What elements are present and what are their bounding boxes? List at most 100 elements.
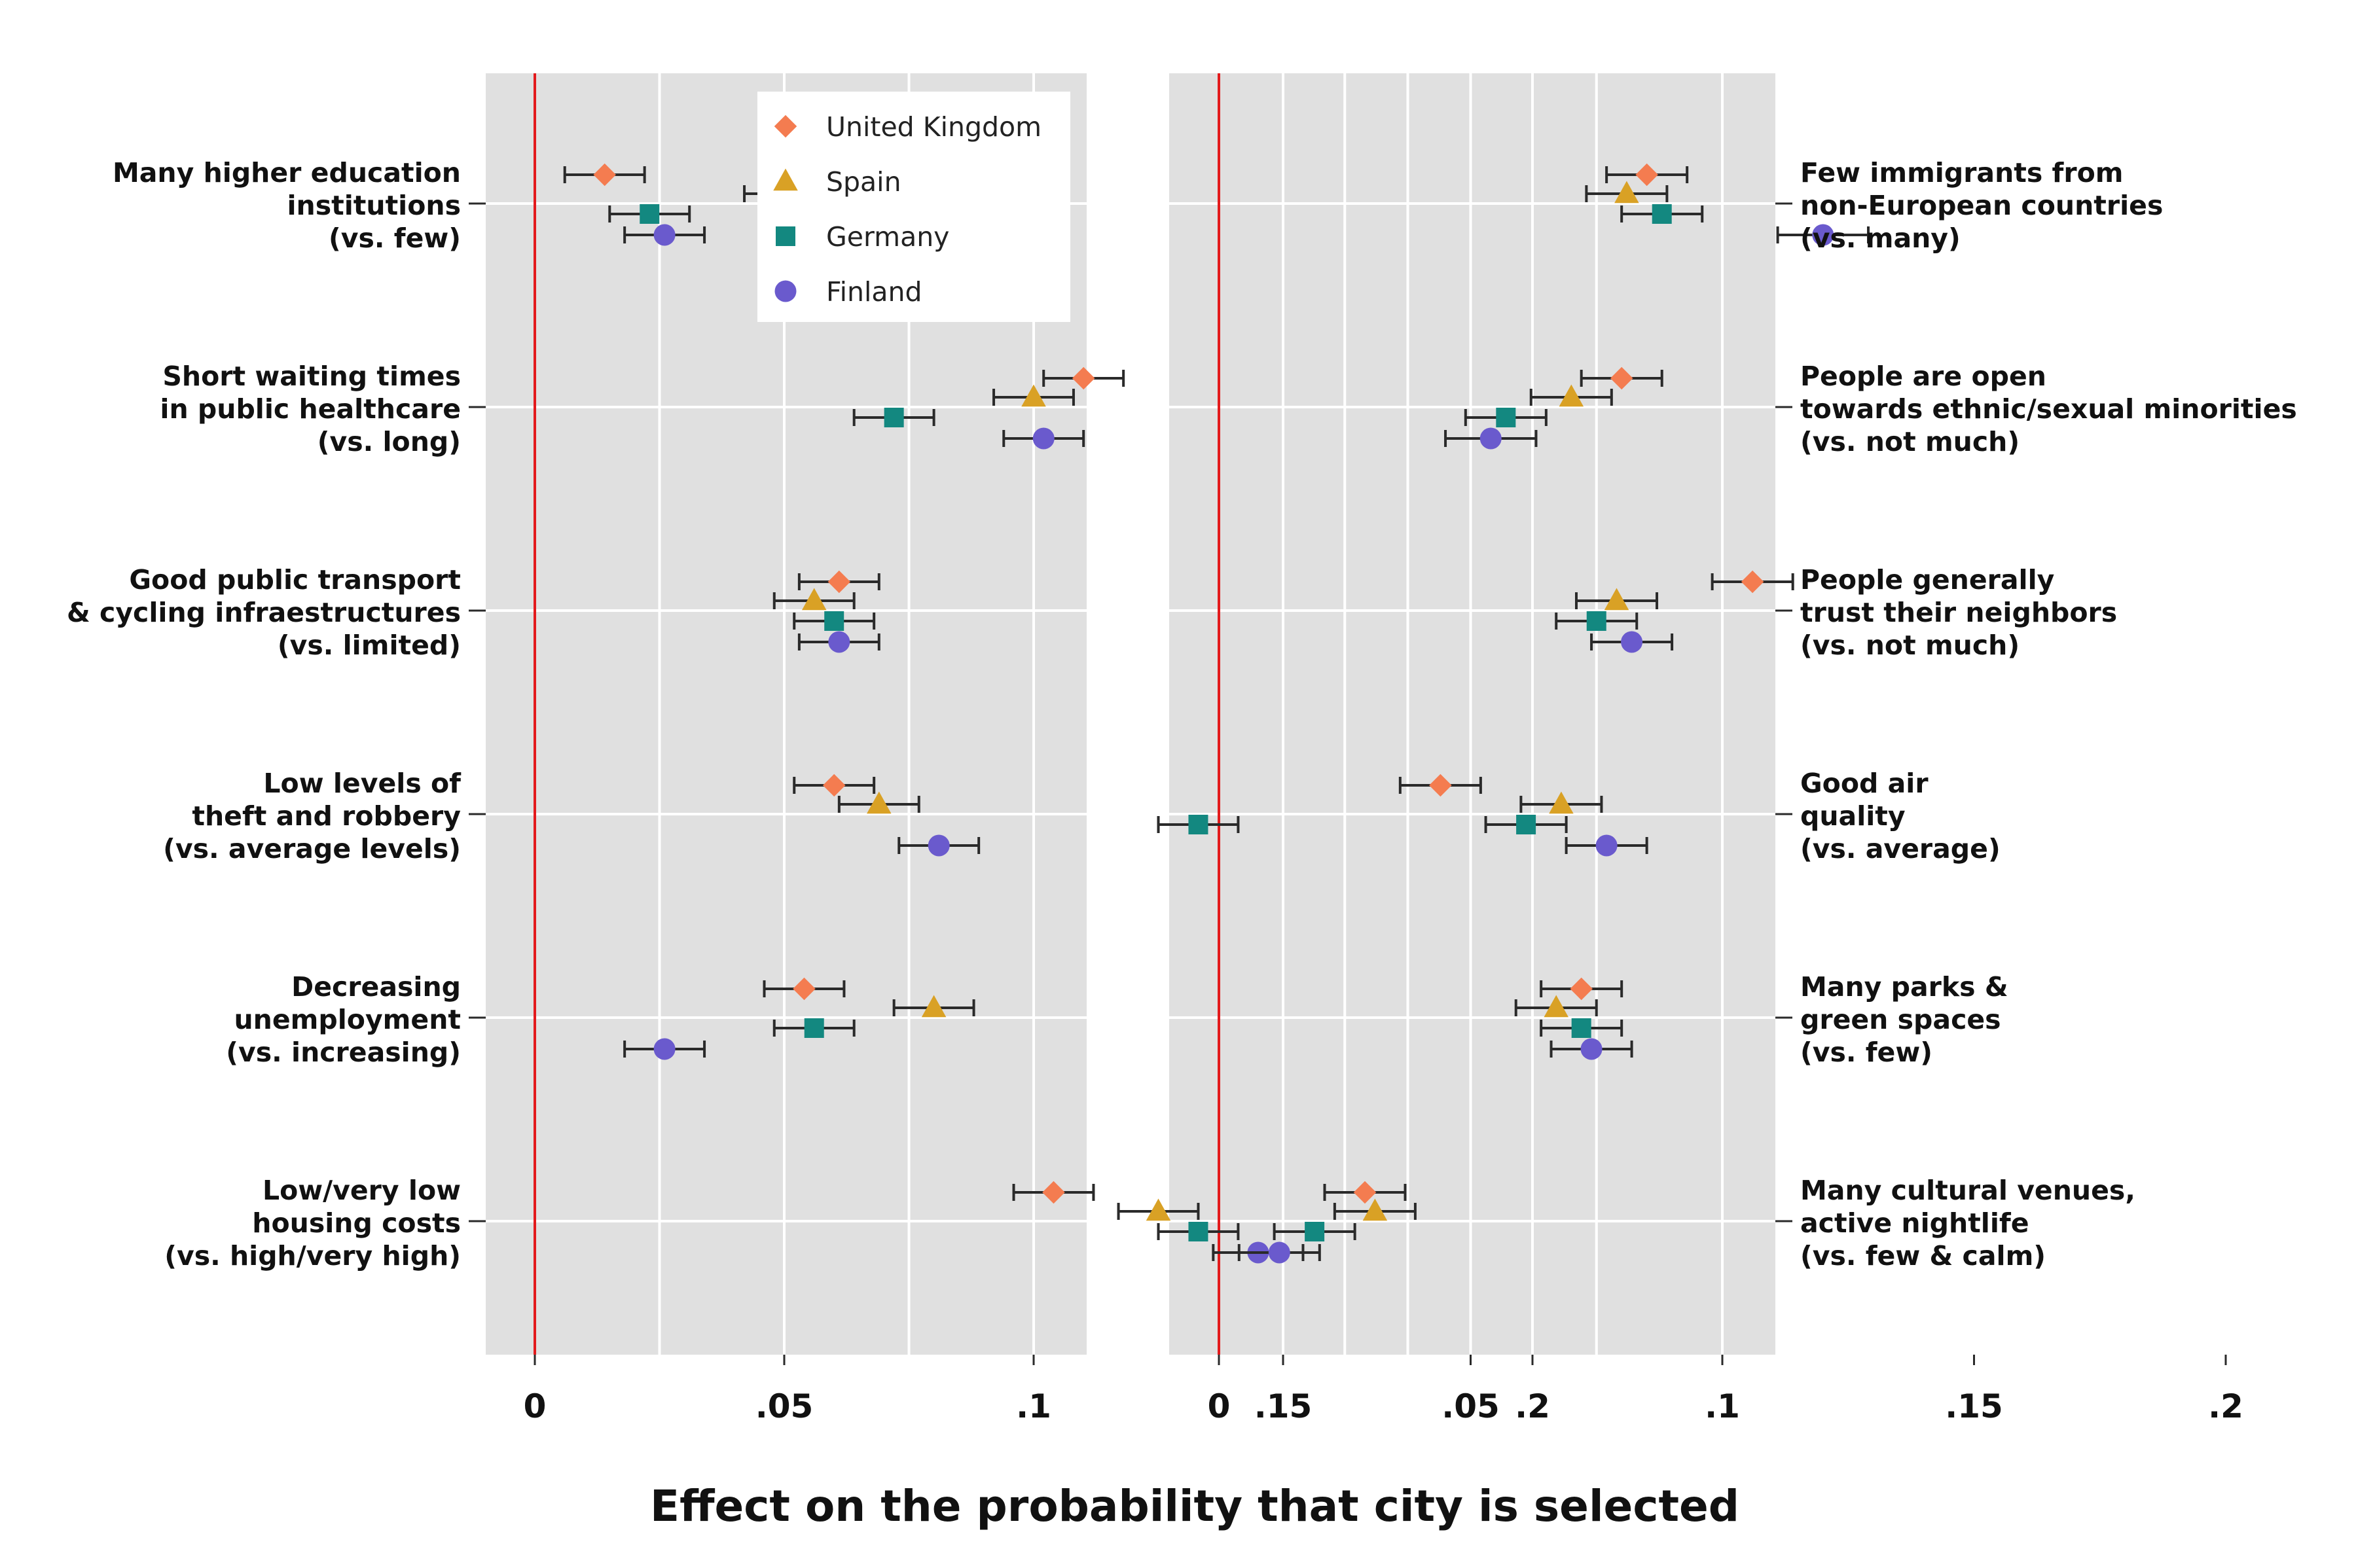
attribute-label-left: (vs. limited) xyxy=(278,630,461,661)
legend-marker-united-kingdom xyxy=(774,115,797,138)
point-united-kingdom xyxy=(1353,1181,1377,1204)
point-finland xyxy=(1268,1241,1290,1264)
point-spain xyxy=(1146,1198,1171,1221)
point-spain xyxy=(1549,791,1574,814)
attribute-label-left: institutions xyxy=(287,190,462,221)
point-finland xyxy=(1032,427,1055,450)
point-spain xyxy=(1559,384,1584,407)
point-united-kingdom xyxy=(1072,366,1095,390)
point-united-kingdom xyxy=(822,774,846,797)
point-germany xyxy=(804,1018,824,1038)
x-tick-label-right: .05 xyxy=(1441,1387,1500,1425)
x-tick-label-right: 0 xyxy=(1208,1387,1231,1425)
x-tick-label-right: .2 xyxy=(2208,1387,2243,1425)
attribute-label-left: & cycling infraestructures xyxy=(67,597,461,628)
attribute-label-left: Low levels of xyxy=(263,768,462,799)
point-united-kingdom xyxy=(1610,366,1633,390)
attribute-label-right: Good air xyxy=(1800,768,1929,799)
point-finland xyxy=(1479,427,1502,450)
legend-marker-finland xyxy=(774,280,797,302)
point-spain xyxy=(801,588,827,611)
point-united-kingdom xyxy=(793,977,816,1001)
point-finland xyxy=(1580,1038,1603,1060)
attribute-label-right: People are open xyxy=(1800,361,2046,392)
point-finland xyxy=(653,224,676,246)
attribute-label-right: Many cultural venues, xyxy=(1800,1175,2135,1206)
attribute-label-right: green spaces xyxy=(1800,1004,2001,1035)
attribute-label-right: People generally xyxy=(1800,564,2054,596)
point-finland xyxy=(653,1038,676,1060)
attribute-label-right: (vs. few & calm) xyxy=(1800,1240,2046,1272)
legend-marker-spain xyxy=(773,168,798,191)
plot-area-right xyxy=(1169,73,1775,1355)
legend-box xyxy=(757,92,1070,322)
point-united-kingdom xyxy=(593,163,616,187)
point-finland xyxy=(928,834,950,857)
legend-label-united-kingdom: United Kingdom xyxy=(826,111,1042,143)
point-spain xyxy=(1614,181,1639,204)
point-finland xyxy=(1621,631,1643,653)
point-spain xyxy=(867,791,892,814)
point-united-kingdom xyxy=(1429,774,1452,797)
point-finland xyxy=(828,631,850,653)
point-united-kingdom xyxy=(827,570,851,594)
point-united-kingdom xyxy=(1042,1181,1065,1204)
legend-marker-germany xyxy=(776,226,795,246)
attribute-label-left: (vs. few) xyxy=(329,223,461,254)
attribute-label-right: (vs. not much) xyxy=(1800,630,2020,661)
attribute-label-left: Good public transport xyxy=(129,564,461,596)
attribute-label-right: non-European countries xyxy=(1800,190,2163,221)
attribute-label-right: quality xyxy=(1800,800,1906,832)
attribute-label-right: active nightlife xyxy=(1800,1207,2029,1239)
point-germany xyxy=(1571,1018,1591,1038)
attribute-label-left: theft and robbery xyxy=(192,800,461,832)
point-united-kingdom xyxy=(1570,977,1593,1001)
point-spain xyxy=(1544,995,1568,1018)
point-germany xyxy=(1586,611,1606,631)
point-spain xyxy=(1362,1198,1388,1221)
point-germany xyxy=(1188,1222,1208,1241)
point-germany xyxy=(1652,204,1672,224)
point-united-kingdom xyxy=(1635,163,1658,187)
point-germany xyxy=(824,611,844,631)
point-spain xyxy=(1604,588,1629,611)
x-tick-label-right: .1 xyxy=(1705,1387,1740,1425)
point-finland xyxy=(1812,224,1834,246)
legend-label-germany: Germany xyxy=(826,221,949,253)
attribute-label-left: (vs. increasing) xyxy=(226,1037,461,1068)
legend-label-finland: Finland xyxy=(826,276,922,308)
point-germany xyxy=(884,408,904,427)
x-tick-label-left: .1 xyxy=(1016,1387,1051,1425)
point-germany xyxy=(1516,815,1536,834)
point-germany xyxy=(1305,1222,1325,1241)
attribute-label-left: (vs. high/very high) xyxy=(164,1240,461,1272)
attribute-label-left: housing costs xyxy=(252,1207,461,1239)
point-germany xyxy=(1496,408,1516,427)
attribute-label-right: Few immigrants from xyxy=(1800,157,2124,188)
attribute-label-right: (vs. average) xyxy=(1800,833,2001,864)
attribute-label-left: (vs. long) xyxy=(317,426,461,457)
attribute-label-left: Decreasing xyxy=(291,971,461,1003)
attribute-label-left: (vs. average levels) xyxy=(163,833,461,864)
x-tick-label-right: .15 xyxy=(1945,1387,2003,1425)
attribute-label-left: Low/very low xyxy=(263,1175,461,1206)
point-germany xyxy=(1188,815,1208,834)
attribute-label-right: (vs. few) xyxy=(1800,1037,1932,1068)
attribute-label-right: (vs. not much) xyxy=(1800,426,2020,457)
attribute-label-right: towards ethnic/sexual minorities xyxy=(1800,393,2297,425)
attribute-label-right: (vs. many) xyxy=(1800,223,1961,254)
x-tick-label-left: .2 xyxy=(1515,1387,1550,1425)
attribute-label-left: Short waiting times xyxy=(162,361,461,392)
point-finland xyxy=(1595,834,1618,857)
point-germany xyxy=(640,204,660,224)
attribute-label-left: in public healthcare xyxy=(160,393,461,425)
attribute-label-left: Many higher education xyxy=(113,157,461,188)
x-tick-label-left: 0 xyxy=(524,1387,547,1425)
x-tick-label-left: .05 xyxy=(755,1387,814,1425)
point-spain xyxy=(921,995,947,1018)
attribute-label-right: trust their neighbors xyxy=(1800,597,2117,628)
attribute-label-right: Many parks & xyxy=(1800,971,2008,1003)
point-united-kingdom xyxy=(1741,570,1764,594)
attribute-label-left: unemployment xyxy=(234,1004,461,1035)
